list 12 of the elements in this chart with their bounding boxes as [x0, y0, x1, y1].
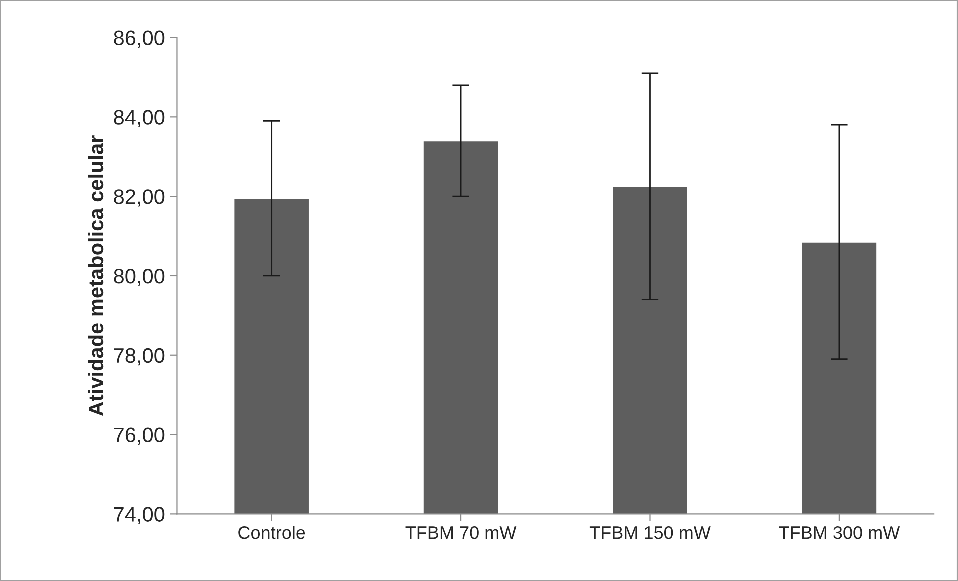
- y-axis-title: Atividade metabolica celular: [88, 136, 104, 416]
- y-tick-label: 82,00: [114, 190, 165, 207]
- x-tick-label: TFBM 150 mW: [590, 526, 711, 540]
- y-tick-label: 78,00: [114, 348, 165, 366]
- y-tick-label: 80,00: [114, 268, 165, 286]
- y-tick-label: 76,00: [114, 428, 165, 445]
- y-tick-label: 84,00: [114, 110, 165, 128]
- y-tick-label: 86,00: [114, 30, 165, 48]
- x-tick-label: TFBM 70 mW: [406, 526, 517, 540]
- y-tick-label: 74,00: [114, 507, 165, 524]
- x-tick-label: TFBM 300 mW: [779, 526, 900, 540]
- x-tick-label: Controle: [238, 526, 306, 540]
